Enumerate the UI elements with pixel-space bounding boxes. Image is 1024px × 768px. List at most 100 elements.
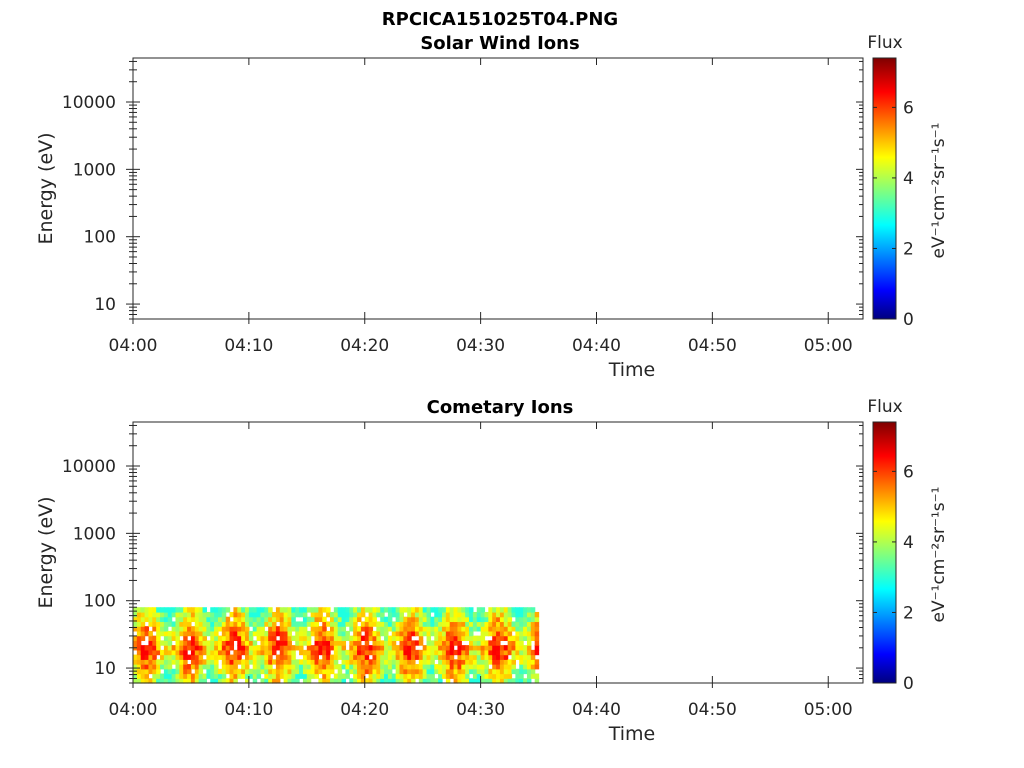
spectrogram-cell bbox=[333, 649, 339, 656]
spectrogram-cell bbox=[183, 668, 188, 675]
spectrogram-cell bbox=[241, 673, 246, 679]
spectrogram-cell bbox=[360, 621, 366, 627]
spectrogram-cell bbox=[179, 664, 184, 670]
spectrogram-cell bbox=[175, 611, 180, 618]
spectrogram-cell bbox=[248, 654, 254, 660]
spectrogram-cell bbox=[519, 635, 524, 641]
spectrogram-cell bbox=[484, 645, 489, 651]
spectrogram-cell bbox=[403, 654, 408, 660]
spectrogram-cell bbox=[414, 630, 420, 637]
spectrogram-cell bbox=[422, 649, 428, 656]
spectrogram-cell bbox=[422, 621, 428, 627]
spectrogram-cell bbox=[214, 607, 219, 613]
spectrogram-cell bbox=[214, 673, 219, 679]
spectrogram-cell bbox=[368, 607, 374, 613]
spectrogram-cell bbox=[198, 626, 204, 632]
spectrogram-cell bbox=[449, 616, 455, 623]
spectrogram-cell bbox=[441, 645, 447, 651]
spectrogram-cell bbox=[438, 678, 443, 684]
spectrogram-cell bbox=[291, 678, 296, 684]
spectrogram-cell bbox=[171, 611, 177, 618]
spectrogram-cell bbox=[252, 630, 258, 637]
colorbar-unit-label: eV⁻¹cm⁻²sr⁻¹s⁻¹ bbox=[929, 487, 949, 623]
spectrogram-cell bbox=[171, 630, 177, 637]
spectrogram-cell bbox=[252, 645, 258, 651]
spectrogram-cell bbox=[302, 626, 308, 632]
spectrogram-cell bbox=[453, 640, 459, 646]
spectrogram-cell bbox=[534, 621, 540, 627]
spectrogram-cell bbox=[384, 607, 389, 613]
spectrogram-cell bbox=[449, 611, 455, 618]
spectrogram-cell bbox=[418, 626, 424, 632]
spectrogram-cell bbox=[523, 607, 528, 613]
spectrogram-cell bbox=[407, 664, 412, 670]
spectrogram-cell bbox=[291, 664, 296, 670]
spectrogram-cell bbox=[457, 649, 462, 656]
spectrogram-cell bbox=[217, 654, 223, 660]
spectrogram-cell bbox=[252, 654, 258, 660]
spectrogram-cell bbox=[503, 616, 509, 623]
spectrogram-cell bbox=[272, 611, 277, 618]
spectrogram-cell bbox=[264, 673, 269, 679]
spectrogram-cell bbox=[422, 630, 428, 637]
spectrogram-cell bbox=[430, 649, 435, 656]
spectrogram-cell bbox=[472, 645, 478, 651]
spectrogram-cell bbox=[403, 630, 408, 637]
spectrogram-cell bbox=[384, 616, 389, 623]
spectrogram-cell bbox=[387, 649, 393, 656]
spectrogram-cell bbox=[465, 654, 470, 660]
spectrogram-cell bbox=[237, 645, 242, 651]
spectrogram-cell bbox=[488, 678, 493, 684]
spectrogram-cell bbox=[152, 640, 157, 646]
spectrogram-cell bbox=[198, 611, 204, 618]
spectrogram-cell bbox=[210, 654, 215, 660]
spectrogram-cell bbox=[534, 673, 540, 679]
spectrogram-cell bbox=[341, 645, 347, 651]
spectrogram-cell bbox=[422, 664, 428, 670]
spectrogram-cell bbox=[503, 649, 509, 656]
spectrogram-cell bbox=[256, 664, 262, 670]
spectrogram-cell bbox=[245, 630, 250, 637]
spectrogram-cell bbox=[326, 645, 331, 651]
spectrogram-cell bbox=[488, 654, 493, 660]
spectrogram-cell bbox=[457, 678, 462, 684]
spectrogram-cell bbox=[245, 668, 250, 675]
spectrogram-cell bbox=[499, 673, 505, 679]
spectrogram-cell bbox=[496, 645, 501, 651]
spectrogram-cell bbox=[360, 649, 366, 656]
spectrogram-cell bbox=[418, 616, 424, 623]
spectrogram-cell bbox=[399, 659, 404, 665]
spectrogram-cell bbox=[279, 654, 285, 660]
spectrogram-cell bbox=[202, 626, 207, 632]
spectrogram-cell bbox=[480, 607, 486, 613]
spectrogram-cell bbox=[368, 630, 374, 637]
spectrogram-cell bbox=[418, 611, 424, 618]
spectrogram-cell bbox=[214, 640, 219, 646]
spectrogram-cell bbox=[461, 668, 466, 675]
spectrogram-cell bbox=[202, 607, 207, 613]
spectrogram-cell bbox=[376, 621, 381, 627]
spectrogram-cell bbox=[210, 611, 215, 618]
spectrogram-cell bbox=[252, 649, 258, 656]
spectrogram-cell bbox=[353, 649, 358, 656]
panel-title: Cometary Ions bbox=[427, 397, 574, 418]
figure-title: RPCICA151025T04.PNG bbox=[382, 9, 618, 30]
spectrogram-cell bbox=[349, 621, 354, 627]
spectrogram-cell bbox=[299, 607, 304, 613]
spectrogram-cell bbox=[148, 635, 153, 641]
spectrogram-cell bbox=[341, 607, 347, 613]
spectrogram-cell bbox=[179, 673, 184, 679]
spectrogram-cell bbox=[140, 673, 146, 679]
spectrogram-cell bbox=[194, 649, 200, 656]
spectrogram-cell bbox=[133, 678, 138, 684]
spectrogram-cell bbox=[237, 621, 242, 627]
spectrogram-cell bbox=[156, 626, 161, 632]
spectrogram-cell bbox=[275, 664, 281, 670]
spectrogram-cell bbox=[221, 678, 227, 684]
spectrogram-cell bbox=[441, 640, 447, 646]
spectrogram-cell bbox=[476, 621, 482, 627]
spectrogram-cell bbox=[214, 664, 219, 670]
spectrogram-cell bbox=[179, 668, 184, 675]
spectrogram-cell bbox=[472, 673, 478, 679]
